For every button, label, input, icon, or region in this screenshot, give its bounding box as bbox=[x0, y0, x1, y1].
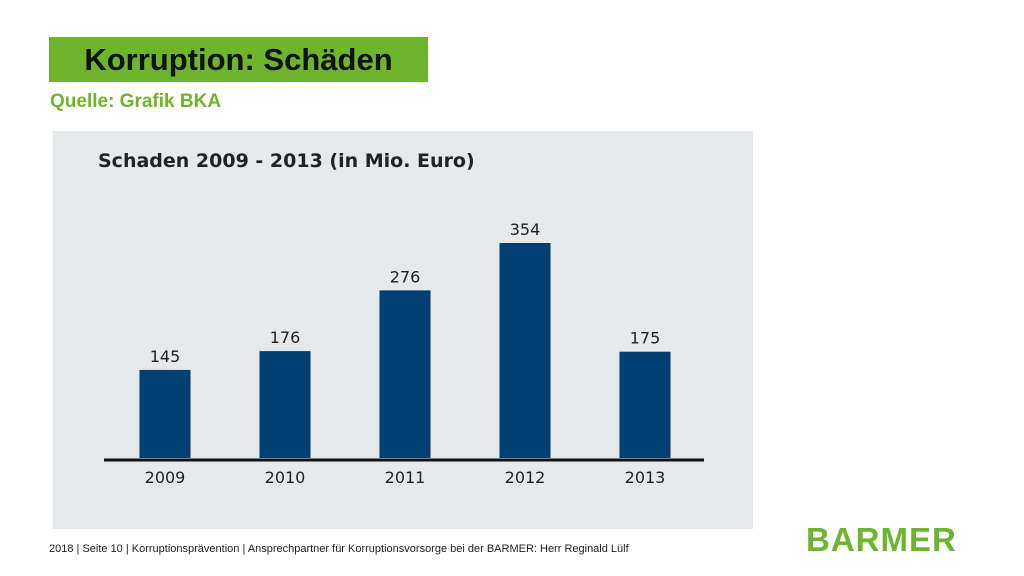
data-label-2011: 276 bbox=[390, 267, 421, 286]
x-tick-label-2011: 2011 bbox=[385, 468, 426, 487]
bar-2012 bbox=[499, 243, 551, 458]
slide-title-bar: Korruption: Schäden bbox=[49, 37, 428, 82]
bar-2011 bbox=[379, 290, 431, 458]
x-tick-label-2009: 2009 bbox=[145, 468, 186, 487]
data-label-2009: 145 bbox=[150, 347, 181, 366]
x-tick-label-2010: 2010 bbox=[265, 468, 306, 487]
x-tick-label-2013: 2013 bbox=[625, 468, 666, 487]
source-caption: Quelle: Grafik BKA bbox=[50, 91, 222, 112]
bar-chart: Schaden 2009 - 2013 (in Mio. Euro) 145 20… bbox=[98, 150, 704, 487]
x-tick-label-2012: 2012 bbox=[505, 468, 546, 487]
bar-2009 bbox=[139, 369, 191, 458]
chart-panel: Schaden 2009 - 2013 (in Mio. Euro) 145 20… bbox=[53, 131, 753, 529]
bar-2013 bbox=[619, 351, 671, 458]
footer-text: 2018 | Seite 10 | Korruptionsprävention … bbox=[49, 543, 629, 555]
chart-title: Schaden 2009 - 2013 (in Mio. Euro) bbox=[98, 150, 475, 172]
data-label-2012: 354 bbox=[510, 220, 541, 239]
data-label-2013: 175 bbox=[630, 329, 661, 348]
bar-2010 bbox=[259, 351, 311, 458]
barmer-logo: BARMER bbox=[806, 521, 957, 558]
data-label-2010: 176 bbox=[270, 328, 301, 347]
slide-title: Korruption: Schäden bbox=[84, 41, 393, 77]
